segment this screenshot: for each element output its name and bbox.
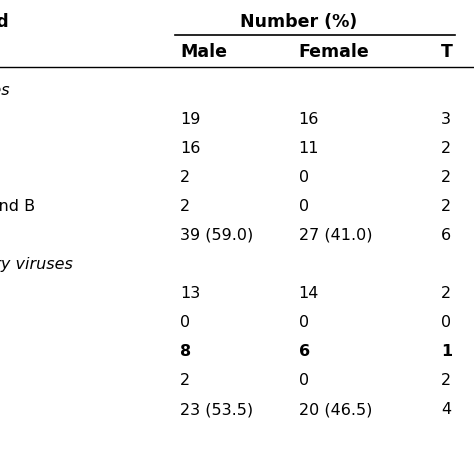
Text: 11: 11	[299, 141, 319, 155]
Text: 2: 2	[441, 199, 451, 214]
Text: 2: 2	[441, 286, 451, 301]
Text: 19: 19	[180, 112, 201, 127]
Text: 27 (41.0): 27 (41.0)	[299, 228, 372, 243]
Text: 2: 2	[441, 141, 451, 155]
Text: 2: 2	[441, 170, 451, 185]
Text: 2: 2	[180, 170, 190, 185]
Text: 4: 4	[441, 402, 451, 417]
Text: espiratory viruses: espiratory viruses	[0, 257, 73, 272]
Text: 0: 0	[180, 315, 190, 330]
Text: Male: Male	[180, 43, 227, 61]
Text: 6: 6	[441, 228, 451, 243]
Text: 2: 2	[180, 373, 190, 388]
Text: Female: Female	[299, 43, 369, 61]
Text: T: T	[441, 43, 453, 61]
Text: 13: 13	[180, 286, 201, 301]
Text: 23 (53.5): 23 (53.5)	[180, 402, 253, 417]
Text: enza A and B: enza A and B	[0, 199, 35, 214]
Text: 20 (46.5): 20 (46.5)	[299, 402, 372, 417]
Text: Number (%): Number (%)	[240, 13, 357, 31]
Text: 3: 3	[441, 112, 451, 127]
Text: 39 (59.0): 39 (59.0)	[180, 228, 254, 243]
Text: za viruses: za viruses	[0, 82, 9, 98]
Text: 2: 2	[180, 199, 190, 214]
Text: 0: 0	[299, 199, 309, 214]
Text: letected: letected	[0, 13, 9, 31]
Text: 8: 8	[180, 344, 191, 359]
Text: 6: 6	[299, 344, 310, 359]
Text: 14: 14	[299, 286, 319, 301]
Text: 0: 0	[441, 315, 451, 330]
Text: 16: 16	[180, 141, 201, 155]
Text: 1: 1	[441, 344, 452, 359]
Text: 16: 16	[299, 112, 319, 127]
Text: 0: 0	[299, 373, 309, 388]
Text: 0: 0	[299, 170, 309, 185]
Text: 2: 2	[441, 373, 451, 388]
Text: 0: 0	[299, 315, 309, 330]
